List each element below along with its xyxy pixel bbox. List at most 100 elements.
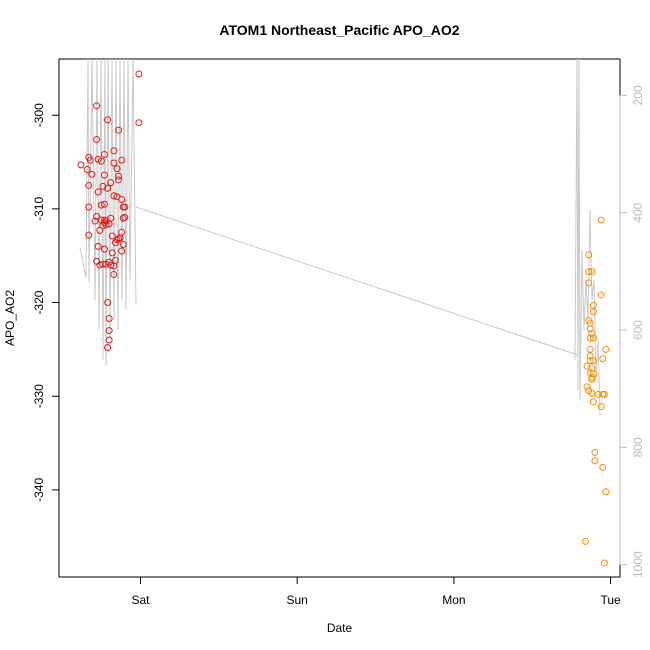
y-axis-label: APO_AO2	[3, 290, 17, 346]
data-point	[110, 147, 118, 155]
x-tick-label: Mon	[442, 593, 465, 607]
chart-title: ATOM1 Northeast_Pacific APO_AO2	[219, 22, 459, 38]
data-point	[108, 232, 116, 240]
data-point	[97, 201, 105, 209]
data-point	[100, 245, 108, 253]
data-point	[86, 156, 94, 164]
data-point	[600, 390, 608, 398]
data-point	[118, 247, 126, 255]
x-axis-label: Date	[327, 621, 353, 635]
data-point	[135, 119, 143, 127]
data-point	[93, 102, 101, 110]
data-point	[85, 231, 93, 239]
x-axis: Sat Sun Mon Tue	[131, 576, 621, 607]
data-point	[104, 299, 112, 307]
y-axis-right: 200 400 600 800 1000	[619, 85, 645, 578]
data-point	[597, 403, 605, 411]
data-point	[591, 448, 599, 456]
data-point	[135, 70, 143, 78]
x-tick-label: Sun	[287, 593, 308, 607]
data-point	[108, 249, 116, 257]
data-point	[85, 181, 93, 189]
data-point	[100, 216, 108, 224]
data-point	[586, 325, 594, 333]
data-point	[589, 398, 597, 406]
data-point	[118, 196, 126, 204]
data-point	[586, 369, 594, 377]
data-point	[599, 355, 607, 363]
data-point	[96, 226, 104, 234]
data-point	[93, 136, 101, 144]
y2-tick-label: 200	[631, 85, 645, 105]
data-point	[589, 308, 597, 316]
data-point	[589, 370, 597, 378]
data-point	[104, 116, 112, 124]
data-point	[586, 357, 594, 365]
data-point	[113, 165, 121, 173]
data-point	[102, 221, 110, 229]
y-tick-label: -340	[32, 478, 46, 502]
data-point	[121, 203, 129, 211]
data-point	[88, 170, 96, 178]
data-point	[97, 157, 105, 165]
data-point	[597, 291, 605, 299]
data-point	[585, 268, 593, 276]
data-point	[115, 176, 123, 184]
profile-connector	[135, 206, 579, 356]
plot-frame	[58, 58, 621, 578]
data-point	[121, 213, 129, 221]
data-point	[118, 228, 126, 236]
y2-tick-label: 600	[631, 320, 645, 340]
data-point	[588, 329, 596, 337]
data-point	[100, 151, 108, 159]
data-point	[94, 242, 102, 250]
data-point	[99, 260, 107, 268]
data-point	[110, 192, 118, 200]
y-axis-left: -300 -310 -320 -330 -340	[32, 103, 60, 502]
data-point	[107, 261, 115, 269]
data-point	[115, 172, 123, 180]
y-tick-label: -320	[32, 290, 46, 314]
data-point	[100, 219, 108, 227]
data-point	[591, 457, 599, 465]
x-tick-label: Sat	[131, 593, 150, 607]
data-point	[583, 362, 591, 370]
y2-tick-label: 1000	[631, 551, 645, 578]
data-point	[105, 314, 113, 322]
x-tick-label: Tue	[600, 593, 621, 607]
data-point	[94, 188, 102, 196]
data-point	[104, 184, 112, 192]
y-tick-label: -300	[32, 103, 46, 127]
data-point	[111, 256, 119, 264]
data-point	[105, 336, 113, 344]
data-point	[99, 182, 107, 190]
data-point	[77, 161, 85, 169]
data-point	[586, 334, 594, 342]
data-point	[104, 344, 112, 352]
data-point	[585, 279, 593, 287]
data-point	[589, 301, 597, 309]
y-tick-label: -310	[32, 197, 46, 221]
y-tick-label: -330	[32, 384, 46, 408]
data-point	[107, 214, 115, 222]
data-point	[100, 171, 108, 179]
data-point	[110, 270, 118, 278]
data-point	[107, 179, 115, 187]
data-points	[77, 70, 610, 567]
data-point	[119, 240, 127, 248]
data-point	[588, 268, 596, 276]
data-point	[602, 488, 610, 496]
data-point	[100, 200, 108, 208]
data-point	[597, 216, 605, 224]
data-point	[115, 126, 123, 134]
data-point	[583, 383, 591, 391]
data-point	[119, 214, 127, 222]
data-point	[118, 156, 126, 164]
profile-trace-late	[574, 58, 601, 416]
data-point	[585, 251, 593, 259]
data-point	[115, 235, 123, 243]
data-point	[599, 463, 607, 471]
data-point	[600, 559, 608, 567]
